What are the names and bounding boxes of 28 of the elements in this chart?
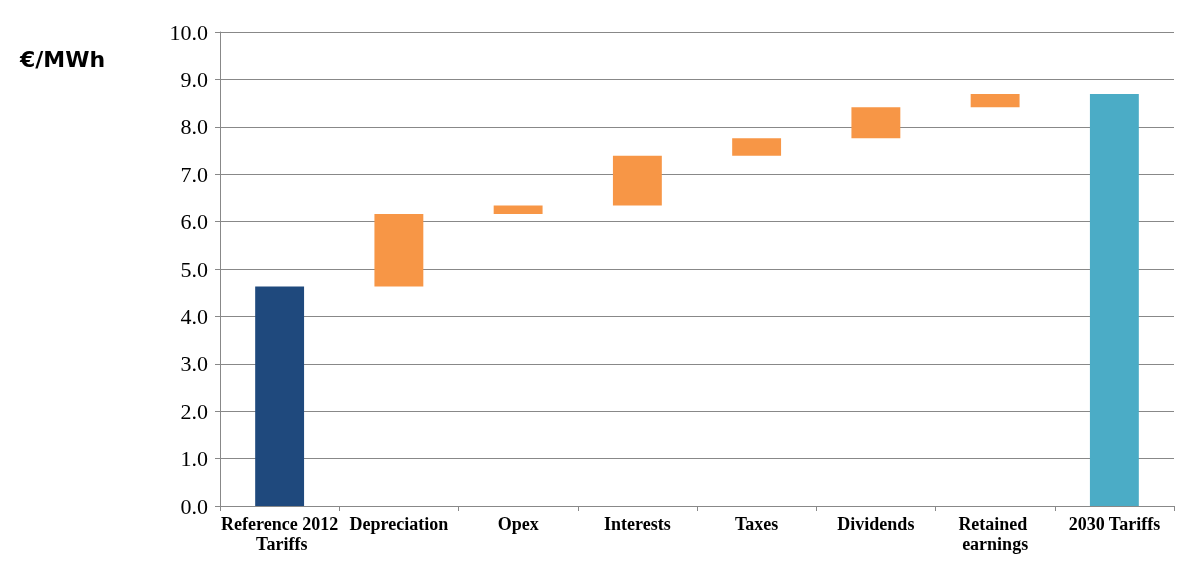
y-tick-label: 3.0	[180, 351, 208, 377]
y-tick-label: 4.0	[180, 303, 208, 329]
y-tick-label: 1.0	[180, 446, 208, 472]
x-tick-label: Opex	[497, 514, 539, 534]
bar	[374, 214, 424, 287]
x-tick-label: 2030 Tariffs	[1068, 514, 1161, 534]
bar	[255, 286, 305, 506]
y-tick-label: 10.0	[169, 19, 208, 45]
x-tick-label: Reference 2012 Tariffs	[221, 514, 339, 554]
y-tick-label: 7.0	[180, 161, 208, 187]
y-tick-label: 0.0	[180, 493, 208, 519]
bar	[493, 205, 543, 215]
y-axis-title: €/MWh	[19, 46, 106, 72]
x-tick-label: Taxes	[734, 514, 779, 534]
y-tick-label: 9.0	[180, 66, 208, 92]
bar	[851, 107, 901, 139]
bar	[732, 138, 782, 156]
bar	[970, 94, 1020, 108]
y-tick-label: 8.0	[180, 114, 208, 140]
x-tick-label: Interests	[604, 514, 671, 534]
x-tick-label: Retained earnings	[958, 514, 1032, 554]
x-tick-label: Depreciation	[349, 514, 449, 534]
bar	[612, 155, 662, 206]
y-tick-label: 2.0	[180, 398, 208, 424]
x-tick-label: Dividends	[837, 514, 915, 534]
bar	[1089, 94, 1139, 506]
y-tick-label: 6.0	[180, 209, 208, 235]
y-tick-label: 5.0	[180, 256, 208, 282]
